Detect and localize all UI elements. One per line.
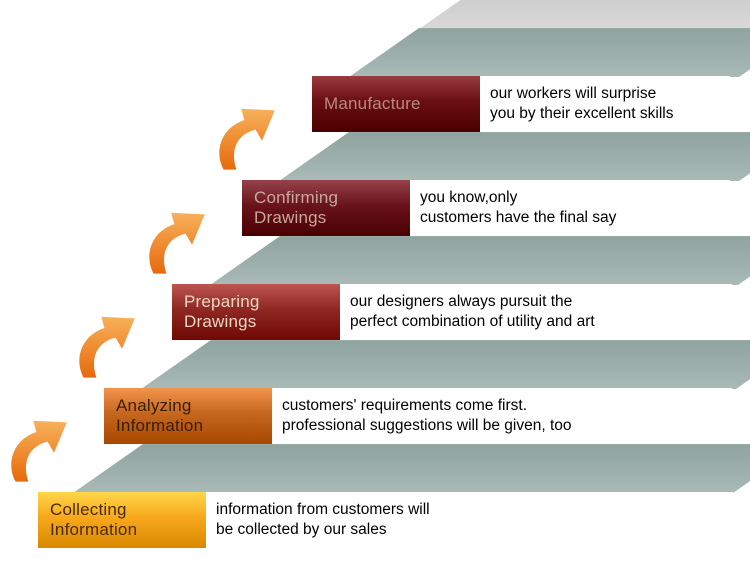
step-desc-line2: professional suggestions will be given, …	[282, 416, 722, 436]
stair-riser: ConfirmingDrawingsyou know,onlycustomers…	[242, 180, 730, 236]
step-description: our workers will surpriseyou by their ex…	[480, 76, 730, 132]
step-title-line1: Confirming	[254, 188, 398, 208]
up-arrow-icon	[136, 200, 216, 280]
curved-up-arrow-icon	[0, 408, 78, 488]
stair-tread	[141, 340, 750, 389]
step-description: our designers always pursuit theperfect …	[340, 284, 732, 340]
step-description: information from customers willbe collec…	[206, 492, 733, 548]
stair-tread	[349, 28, 750, 77]
step-desc-line2: be collected by our sales	[216, 520, 723, 540]
step-label: PreparingDrawings	[172, 284, 340, 340]
up-arrow-icon	[0, 408, 78, 488]
stair-tread	[279, 132, 750, 181]
curved-up-arrow-icon	[206, 96, 286, 176]
curved-up-arrow-icon	[66, 304, 146, 384]
step-description: customers' requirements come first.profe…	[272, 388, 732, 444]
process-staircase: CollectingInformationinformation from cu…	[0, 0, 750, 573]
step-label: AnalyzingInformation	[104, 388, 272, 444]
step-desc-line1: our designers always pursuit the	[350, 292, 722, 312]
stair-riser: AnalyzingInformationcustomers' requireme…	[104, 388, 732, 444]
stair-tread-top	[419, 0, 750, 29]
step-desc-line1: information from customers will	[216, 500, 723, 520]
stair-riser: CollectingInformationinformation from cu…	[38, 492, 733, 548]
step-desc-line1: you know,only	[420, 188, 720, 208]
step-title-line1: Collecting	[50, 500, 194, 520]
up-arrow-icon	[206, 96, 286, 176]
step-title-line2: Information	[50, 520, 194, 540]
step-desc-line2: perfect combination of utility and art	[350, 312, 722, 332]
step-desc-line2: customers have the final say	[420, 208, 720, 228]
step-title-line2: Drawings	[254, 208, 398, 228]
step-title-line1: Analyzing	[116, 396, 260, 416]
step-title-line2: Information	[116, 416, 260, 436]
step-title-line2: Drawings	[184, 312, 328, 332]
step-desc-line1: customers' requirements come first.	[282, 396, 722, 416]
step-label: CollectingInformation	[38, 492, 206, 548]
stair-tread	[210, 236, 750, 285]
step-label: ConfirmingDrawings	[242, 180, 410, 236]
step-label: Manufacture	[312, 76, 480, 132]
stair-riser: Manufacture our workers will surpriseyou …	[312, 76, 730, 132]
stair-riser: PreparingDrawingsour designers always pu…	[172, 284, 732, 340]
up-arrow-icon	[66, 304, 146, 384]
step-description: you know,onlycustomers have the final sa…	[410, 180, 730, 236]
step-title-line1: Manufacture	[324, 94, 468, 114]
stair-tread	[73, 444, 750, 493]
step-desc-line2: you by their excellent skills	[490, 104, 720, 124]
step-desc-line1: our workers will surprise	[490, 84, 720, 104]
curved-up-arrow-icon	[136, 200, 216, 280]
step-title-line1: Preparing	[184, 292, 328, 312]
